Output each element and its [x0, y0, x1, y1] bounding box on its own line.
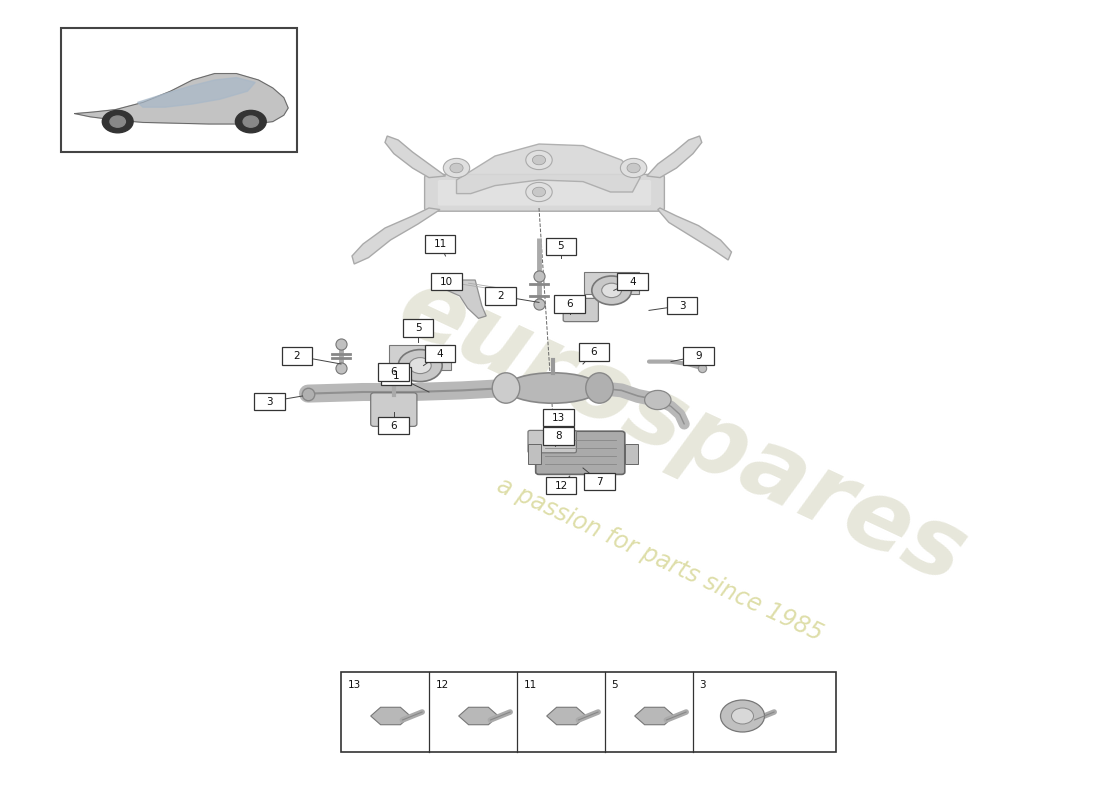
- Bar: [625, 444, 638, 464]
- Polygon shape: [723, 707, 762, 725]
- FancyBboxPatch shape: [425, 174, 664, 211]
- Polygon shape: [385, 136, 446, 178]
- Text: 11: 11: [524, 680, 537, 690]
- Circle shape: [602, 283, 621, 298]
- Text: 5: 5: [415, 323, 421, 333]
- Polygon shape: [456, 144, 640, 194]
- Polygon shape: [658, 208, 732, 260]
- Polygon shape: [75, 74, 288, 124]
- Bar: [543, 409, 574, 426]
- FancyBboxPatch shape: [371, 393, 417, 426]
- Text: 13: 13: [552, 413, 565, 422]
- Polygon shape: [635, 707, 674, 725]
- Circle shape: [443, 158, 470, 178]
- Polygon shape: [138, 78, 255, 107]
- Circle shape: [243, 116, 258, 127]
- Bar: [282, 347, 312, 365]
- Bar: [341, 672, 836, 752]
- Bar: [528, 444, 541, 464]
- Bar: [579, 343, 609, 361]
- Circle shape: [720, 700, 764, 732]
- Bar: [378, 417, 409, 434]
- Circle shape: [645, 390, 671, 410]
- Circle shape: [532, 187, 546, 197]
- Text: 12: 12: [554, 481, 568, 490]
- Circle shape: [592, 276, 631, 305]
- Polygon shape: [647, 136, 702, 178]
- Bar: [254, 393, 285, 410]
- Ellipse shape: [506, 373, 600, 403]
- Text: 3: 3: [700, 680, 706, 690]
- Polygon shape: [547, 707, 586, 725]
- Circle shape: [398, 350, 442, 382]
- Text: 6: 6: [566, 299, 573, 309]
- FancyBboxPatch shape: [536, 431, 625, 474]
- Circle shape: [620, 158, 647, 178]
- Text: 11: 11: [433, 239, 447, 249]
- Bar: [683, 347, 714, 365]
- Bar: [584, 473, 615, 490]
- Bar: [546, 477, 576, 494]
- Circle shape: [102, 110, 133, 133]
- Bar: [381, 367, 411, 385]
- Polygon shape: [459, 707, 498, 725]
- Text: 7: 7: [596, 477, 603, 486]
- Text: 9: 9: [695, 351, 702, 361]
- Circle shape: [732, 708, 754, 724]
- Bar: [485, 287, 516, 305]
- Bar: [425, 345, 455, 362]
- Text: 3: 3: [679, 301, 685, 310]
- FancyBboxPatch shape: [528, 430, 576, 453]
- Bar: [617, 273, 648, 290]
- Text: 10: 10: [440, 277, 453, 286]
- Ellipse shape: [585, 373, 614, 403]
- Text: 4: 4: [629, 277, 636, 286]
- Bar: [403, 319, 433, 337]
- Circle shape: [526, 182, 552, 202]
- Ellipse shape: [493, 373, 519, 403]
- Circle shape: [235, 110, 266, 133]
- Bar: [546, 238, 576, 255]
- Text: 12: 12: [436, 680, 449, 690]
- Text: 5: 5: [612, 680, 618, 690]
- Bar: [60, 28, 297, 152]
- Text: 6: 6: [591, 347, 597, 357]
- Text: 2: 2: [294, 351, 300, 361]
- Polygon shape: [371, 707, 410, 725]
- Circle shape: [450, 163, 463, 173]
- Text: 6: 6: [390, 367, 397, 377]
- FancyBboxPatch shape: [438, 180, 651, 206]
- Bar: [667, 297, 697, 314]
- Text: 13: 13: [348, 680, 361, 690]
- Text: 8: 8: [556, 431, 562, 441]
- Text: 5: 5: [558, 242, 564, 251]
- Bar: [554, 295, 585, 313]
- Circle shape: [526, 150, 552, 170]
- Bar: [389, 345, 451, 370]
- Polygon shape: [437, 280, 486, 318]
- Bar: [431, 273, 462, 290]
- Text: a passion for parts since 1985: a passion for parts since 1985: [493, 474, 827, 646]
- Text: 4: 4: [437, 349, 443, 358]
- Bar: [378, 363, 409, 381]
- Bar: [425, 235, 455, 253]
- Polygon shape: [352, 208, 440, 264]
- Text: 1: 1: [393, 371, 399, 381]
- Circle shape: [409, 358, 431, 374]
- Circle shape: [532, 155, 546, 165]
- Bar: [543, 427, 574, 445]
- Text: 3: 3: [266, 397, 273, 406]
- Circle shape: [110, 116, 125, 127]
- Text: 2: 2: [497, 291, 504, 301]
- Bar: [584, 272, 639, 294]
- Text: 6: 6: [390, 421, 397, 430]
- FancyBboxPatch shape: [563, 298, 598, 322]
- Text: eurospares: eurospares: [384, 260, 980, 604]
- Circle shape: [627, 163, 640, 173]
